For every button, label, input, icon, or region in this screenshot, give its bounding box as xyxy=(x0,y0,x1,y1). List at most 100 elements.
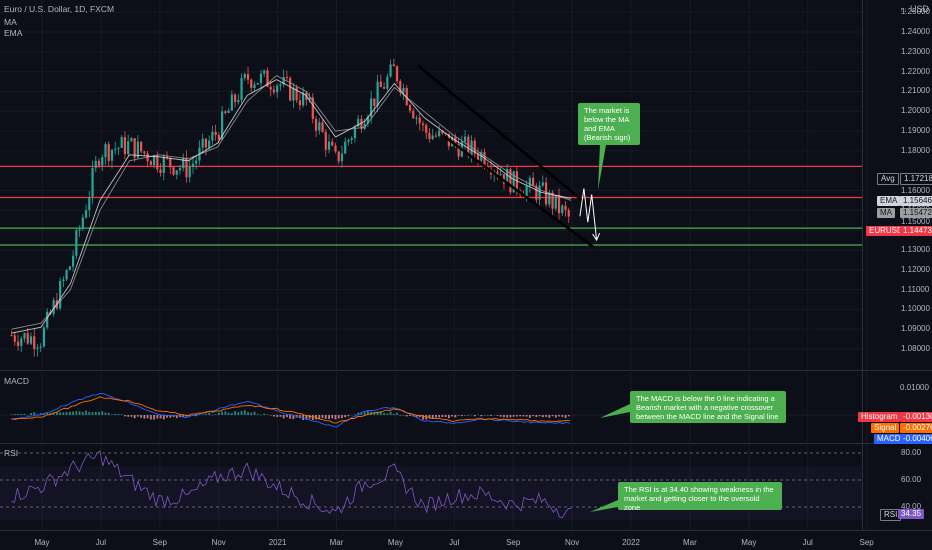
channel-lower-line xyxy=(441,133,596,250)
candle-body xyxy=(457,143,460,157)
macd-histogram-bar xyxy=(30,412,32,415)
candle-body xyxy=(266,70,269,87)
candle-body xyxy=(360,118,363,130)
macd-histogram-bar xyxy=(396,412,398,415)
candle-body xyxy=(62,279,65,282)
macd-histogram-bar xyxy=(195,415,198,417)
candle-body xyxy=(165,156,169,158)
macd-histogram-bar xyxy=(143,415,146,419)
macd-histogram-bar xyxy=(114,413,117,415)
candle-body xyxy=(16,341,20,347)
candle-body xyxy=(272,89,276,93)
macd-histogram-bar xyxy=(269,415,272,416)
callout-macd: The MACD is below the 0 line indicating … xyxy=(630,391,786,423)
candle-body xyxy=(224,111,227,113)
candle-body xyxy=(282,77,285,85)
macd-histogram-bar xyxy=(227,412,230,415)
macd-histogram-bar xyxy=(402,415,405,416)
candle-body xyxy=(175,170,178,175)
price-tick-label: 1.08000 xyxy=(901,344,930,353)
macd-histogram-bar xyxy=(392,413,395,415)
macd-histogram-bar xyxy=(467,415,470,416)
macd-histogram-bar xyxy=(512,415,515,417)
macd-histogram-bar xyxy=(499,415,502,417)
ma-legend[interactable]: MA xyxy=(4,17,17,27)
macd-histogram-bar xyxy=(104,412,107,415)
candle-body xyxy=(172,167,175,175)
rsi-pane-label[interactable]: RSI xyxy=(4,448,19,458)
macd-tag-value: -0.00406 xyxy=(900,434,932,444)
candle-body xyxy=(295,87,298,101)
macd-pane-label[interactable]: MACD xyxy=(4,376,30,386)
candle-body xyxy=(26,333,29,344)
time-tick-label: Jul xyxy=(802,538,813,547)
macd-histogram-bar xyxy=(10,414,13,415)
candle-body xyxy=(366,116,369,124)
macd-histogram-bar xyxy=(496,415,499,416)
macd-histogram-bar xyxy=(149,415,152,420)
candle-body xyxy=(421,123,425,126)
price-tick-label: 1.20000 xyxy=(901,106,930,116)
candle-body xyxy=(101,157,104,166)
candle-body xyxy=(221,111,224,140)
time-tick-label: May xyxy=(34,538,50,547)
time-tick-label: Sep xyxy=(506,538,521,547)
price-tick-label: 1.13000 xyxy=(901,244,930,254)
macd-histogram-bar xyxy=(253,411,256,415)
macd-histogram-bar xyxy=(237,412,240,415)
macd-histogram-bar xyxy=(447,415,450,419)
macd-histogram-bar xyxy=(438,415,441,418)
macd-histogram-bar xyxy=(376,411,379,415)
macd-histogram-bar xyxy=(460,415,463,417)
candle-body xyxy=(418,117,421,124)
macd-histogram-bar xyxy=(208,413,211,415)
candle-body xyxy=(379,81,382,88)
macd-histogram-bar xyxy=(17,413,19,415)
rsi-tag-value: 34.35 xyxy=(898,509,925,519)
candle-body xyxy=(59,281,62,309)
candle-body xyxy=(353,126,357,139)
candle-body xyxy=(52,300,55,314)
macd-histogram-bar xyxy=(140,415,143,418)
macd-histogram-bar xyxy=(243,410,246,415)
callout-pointer-macd xyxy=(600,404,630,418)
macd-histogram-bar xyxy=(483,415,486,416)
macd-histogram-bar xyxy=(357,412,360,415)
candle-body xyxy=(551,192,554,209)
macd-histogram-bar xyxy=(503,415,505,418)
macd-histogram-bar xyxy=(558,415,560,417)
macd-level-label: 0.01000 xyxy=(900,383,929,392)
candle-body xyxy=(525,185,528,197)
rsi-tick-label: 40.00 xyxy=(901,502,922,511)
macd-histogram-bar xyxy=(289,415,292,419)
candle-body xyxy=(376,81,379,106)
candle-body xyxy=(91,167,94,197)
macd-histogram-bar xyxy=(344,415,347,418)
channel-upper-line xyxy=(417,64,591,208)
macd-histogram-bar xyxy=(117,413,120,415)
macd-histogram-bar xyxy=(409,415,411,416)
candle-body xyxy=(217,135,220,140)
candle-body xyxy=(438,130,441,137)
time-tick-label: Jul xyxy=(449,538,460,547)
candle-body xyxy=(405,87,408,106)
macd-histogram-bar xyxy=(98,411,100,415)
macd-histogram-bar xyxy=(324,415,327,419)
signal-tag-label: Signal xyxy=(871,423,900,433)
price-tick-label: 1.21000 xyxy=(901,86,930,96)
candle-body xyxy=(318,122,321,131)
candle-body xyxy=(340,153,344,162)
histogram-tag-value: -0.00130 xyxy=(900,412,932,422)
macd-histogram-bar xyxy=(234,411,236,415)
candle-body xyxy=(567,210,570,217)
price-level-label: 1.15000 xyxy=(901,217,930,226)
macd-line xyxy=(11,392,571,428)
candle-body xyxy=(156,155,159,170)
ema-legend[interactable]: EMA xyxy=(4,28,23,38)
candle-body xyxy=(357,118,360,127)
candle-body xyxy=(107,144,110,161)
candle-body xyxy=(140,141,143,152)
macd-histogram-bar xyxy=(133,415,136,419)
price-tick-label: 1.16000 xyxy=(901,185,930,195)
candle-body xyxy=(81,217,84,229)
